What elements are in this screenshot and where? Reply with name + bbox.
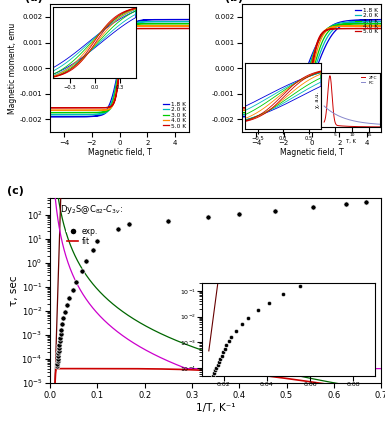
Point (69, 286, 75, 293)
Point (79, 268, 85, 274)
Point (55, 358, 61, 365)
Point (58, 327, 64, 333)
Point (55, 347, 62, 354)
Point (73, 279, 79, 285)
Point (56, 344, 62, 351)
Point (272, 208, 278, 214)
Point (60, 315, 67, 322)
Point (57, 330, 64, 337)
X-axis label: Magnetic field, T: Magnetic field, T (88, 149, 151, 157)
Y-axis label: Magnetic moment, emu: Magnetic moment, emu (8, 22, 17, 114)
Text: (c): (c) (7, 186, 24, 196)
Point (54, 363, 60, 370)
Point (55, 350, 62, 357)
Legend: exp., fit: exp., fit (64, 224, 100, 249)
Point (57, 335, 63, 341)
Legend: 1.8 K, 2.0 K, 3.0 K, 4.0 K, 5.0 K: 1.8 K, 2.0 K, 3.0 K, 4.0 K, 5.0 K (162, 101, 186, 129)
Point (59, 321, 65, 328)
Point (83, 258, 89, 264)
Text: (a): (a) (25, 0, 43, 3)
Point (94, 237, 100, 244)
Point (57, 338, 63, 344)
X-axis label: Magnetic field, T: Magnetic field, T (280, 149, 343, 157)
Point (66, 294, 72, 301)
Point (362, 198, 368, 205)
Point (115, 226, 121, 232)
Point (55, 353, 61, 360)
Point (236, 210, 242, 217)
Point (126, 221, 132, 228)
Point (55, 356, 61, 362)
Point (62, 309, 68, 315)
Point (56, 341, 62, 348)
Text: Dy$_2$S@C$_{82}$-$C_{3v}$:: Dy$_2$S@C$_{82}$-$C_{3v}$: (60, 203, 123, 216)
X-axis label: 1/T, K⁻¹: 1/T, K⁻¹ (196, 402, 235, 413)
Point (90, 246, 96, 253)
Point (204, 213, 211, 220)
Point (343, 200, 349, 207)
Point (165, 218, 171, 224)
Point (64, 301, 70, 308)
Point (54, 360, 60, 367)
Point (310, 204, 316, 211)
Legend: 1.8 K, 2.0 K, 3.0 K, 4.0 K, 5.0 K: 1.8 K, 2.0 K, 3.0 K, 4.0 K, 5.0 K (354, 7, 378, 35)
Text: (b): (b) (225, 0, 243, 3)
Y-axis label: τ, sec: τ, sec (8, 275, 18, 306)
